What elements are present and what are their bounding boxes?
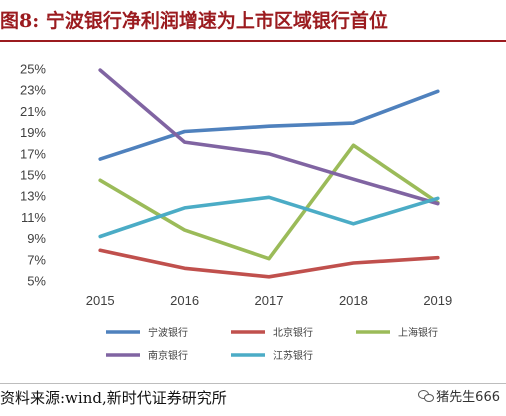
y-axis-tick-labels: 5% 7% 9% 11% 13% 15% 17% 19% 21% 23% 25% bbox=[20, 62, 46, 289]
y-tick-label: 5% bbox=[27, 274, 46, 289]
y-tick-label: 25% bbox=[20, 62, 46, 77]
y-tick-label: 15% bbox=[20, 168, 46, 183]
x-tick-label: 2016 bbox=[170, 293, 199, 308]
x-tick-label: 2019 bbox=[423, 293, 452, 308]
line-chart: 5%7%9%11%13%15%17%19%21%23%25% 2015 2016 2… bbox=[20, 62, 453, 363]
footer-divider bbox=[0, 383, 506, 384]
wechat-icon bbox=[418, 389, 435, 402]
watermark: 猪先生666 bbox=[418, 386, 500, 405]
legend-label: 北京银行 bbox=[273, 326, 313, 339]
series-line bbox=[98, 89, 440, 161]
y-tick-label: 13% bbox=[20, 189, 46, 204]
y-tick-label: 17% bbox=[20, 146, 46, 161]
y-tick-label: 19% bbox=[20, 125, 46, 140]
x-tick-label: 2017 bbox=[255, 293, 284, 308]
figure-title: 图8: 宁波银行净利润增速为上市区域银行首位 bbox=[0, 10, 388, 32]
legend-label: 宁波银行 bbox=[148, 326, 188, 339]
series-lines bbox=[98, 68, 440, 279]
x-axis-tick-labels: 2015 2016 2017 2018 2019 bbox=[86, 293, 453, 308]
series-line bbox=[98, 68, 440, 206]
y-tick-label: 7% bbox=[27, 252, 46, 267]
y-tick-label: 11% bbox=[21, 210, 46, 225]
x-tick-label: 2015 bbox=[86, 293, 115, 308]
title-divider bbox=[0, 40, 506, 42]
series-line bbox=[98, 248, 440, 279]
y-tick-label: 23% bbox=[20, 83, 46, 98]
series-line bbox=[98, 195, 440, 239]
legend-label: 江苏银行 bbox=[273, 349, 313, 362]
y-tick-label: 21% bbox=[20, 104, 46, 119]
legend-label: 上海银行 bbox=[398, 326, 438, 339]
watermark-text: 猪先生666 bbox=[436, 390, 500, 405]
legend-label: 南京银行 bbox=[148, 349, 188, 362]
series-line bbox=[98, 143, 440, 261]
y-tick-label: 9% bbox=[27, 231, 46, 246]
x-tick-label: 2018 bbox=[339, 293, 368, 308]
source-note: 资料来源:wind,新时代证券研究所 bbox=[0, 389, 227, 407]
